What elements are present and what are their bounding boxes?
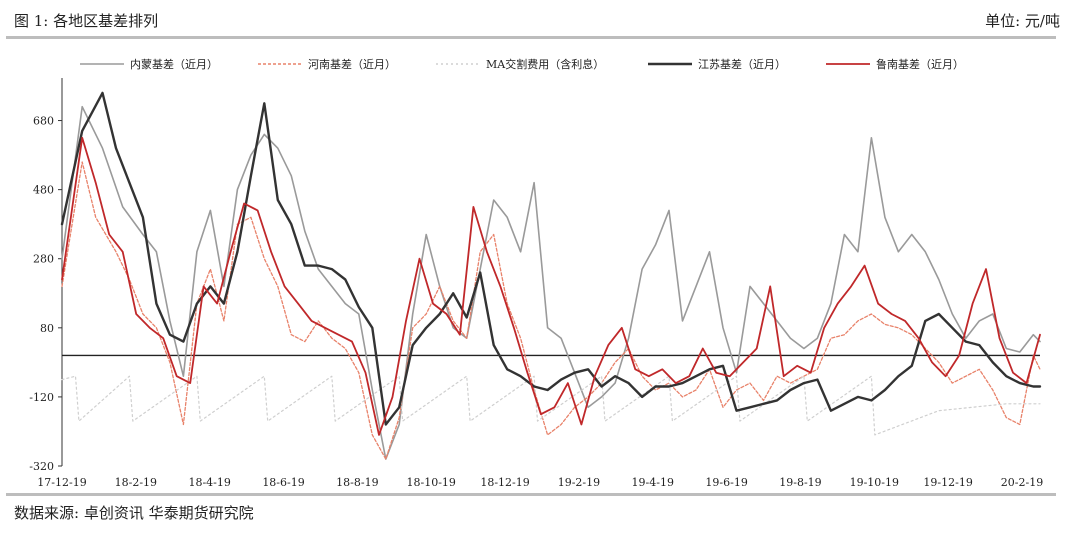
x-tick-label-8: 19-4-19: [632, 476, 674, 489]
legend-label-4: 鲁南基差（近月）: [876, 57, 964, 71]
x-tick-label-9: 19-6-19: [705, 476, 747, 489]
x-tick-label-7: 19-2-19: [558, 476, 600, 489]
series-line-4: [61, 136, 1041, 436]
legend-label-2: MA交割费用（含利息）: [486, 57, 604, 71]
x-tick-label-1: 18-2-19: [115, 476, 157, 489]
y-tick-label-2: 80: [40, 322, 54, 335]
y-tick-label-5: 680: [33, 115, 54, 128]
y-tick-label-4: 480: [33, 184, 54, 197]
x-tick-label-13: 20-2-19: [1001, 476, 1043, 489]
x-tick-label-5: 18-10-19: [407, 476, 456, 489]
series-line-0: [61, 105, 1041, 460]
y-tick-label-0: -320: [29, 460, 54, 473]
x-tick-label-10: 19-8-19: [779, 476, 821, 489]
legend-label-1: 河南基差（近月）: [308, 57, 396, 71]
figure-title: 图 1: 各地区基差排列: [14, 12, 159, 30]
series-line-3: [60, 91, 1042, 426]
series-line-2: [61, 375, 1041, 436]
x-tick-label-4: 18-8-19: [336, 476, 378, 489]
bottom-divider: [6, 493, 1056, 496]
x-tick-label-0: 17-12-19: [37, 476, 86, 489]
unit-label: 单位: 元/吨: [985, 12, 1060, 30]
top-divider: [6, 36, 1056, 39]
x-tick-label-11: 19-10-19: [850, 476, 899, 489]
figure-header: 图 1: 各地区基差排列 单位: 元/吨: [14, 6, 1060, 34]
x-tick-label-3: 18-6-19: [262, 476, 304, 489]
legend-label-0: 内蒙基差（近月）: [130, 57, 218, 71]
x-tick-label-2: 18-4-19: [188, 476, 230, 489]
x-tick-label-12: 19-12-19: [923, 476, 972, 489]
y-tick-label-3: 280: [33, 253, 54, 266]
x-tick-label-6: 18-12-19: [480, 476, 529, 489]
y-tick-label-1: -120: [29, 391, 54, 404]
legend-label-3: 江苏基差（近月）: [698, 57, 786, 71]
basis-line-chart: -320 -120 80 280 480 680 17-12-19 18-2-19 18-4-1…: [29, 57, 1043, 489]
source-note: 数据来源: 卓创资讯 华泰期货研究院: [14, 504, 254, 522]
